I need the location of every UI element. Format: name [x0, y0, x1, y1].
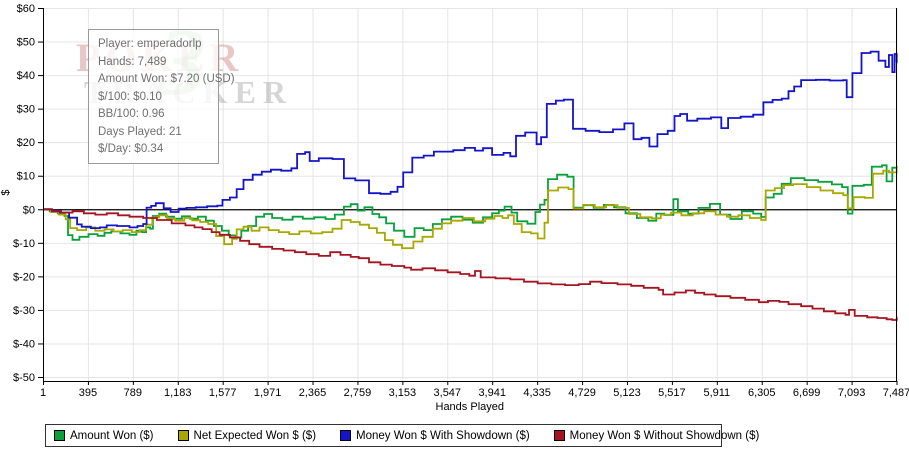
x-tick-label: 1,577 — [209, 387, 237, 399]
legend-label: Amount Won ($) — [70, 429, 154, 442]
x-tick-label: 5,517 — [658, 387, 686, 399]
series-money-won-with-showdown — [43, 50, 898, 229]
x-tick-label: 2,365 — [299, 387, 327, 399]
stat-amount-won: Amount Won: $7.20 (USD) — [98, 73, 235, 85]
won-without-showdown-swatch-icon — [553, 430, 565, 441]
x-tick-label: 1,183 — [164, 387, 192, 399]
legend-item-won-with-showdown: Money Won $ With Showdown ($) — [340, 430, 530, 442]
x-tick-label: 3,547 — [434, 387, 462, 399]
legend-item-net-expected-won: Net Expected Won $ ($) — [177, 429, 317, 442]
y-tick-label: $-40 — [13, 338, 35, 350]
stat-bb-per-100: BB/100: 0.96 — [98, 108, 165, 120]
legend-label: Net Expected Won $ ($) — [193, 429, 317, 442]
stat-dollars-per-100: $/100: $0.10 — [98, 90, 162, 103]
x-tick-label: 5,123 — [613, 387, 641, 399]
x-tick-label: 3,941 — [478, 387, 506, 399]
x-tick-label: 7,487 — [883, 387, 909, 399]
net-expected-won-swatch-icon — [177, 430, 189, 441]
y-tick-label: $40 — [17, 70, 35, 82]
y-tick-label: $50 — [17, 37, 35, 49]
x-tick-label: 4,335 — [523, 387, 551, 399]
stat-dollars-per-day: $/Day: $0.34 — [98, 143, 164, 155]
y-tick-label: $-20 — [13, 271, 35, 283]
legend-label: Money Won $ With Showdown ($) — [356, 429, 530, 442]
x-tick-label: 6,699 — [793, 387, 821, 399]
y-axis-title: $ — [0, 189, 12, 195]
chart-legend: Amount Won ($) Net Expected Won $ ($) Mo… — [45, 424, 759, 447]
x-tick-label: 395 — [79, 387, 97, 399]
series-lines — [43, 50, 898, 321]
y-tick-label: $0 — [23, 204, 35, 216]
stats-info-box: Player: emperadorlp Hands: 7,489 Amount … — [88, 29, 235, 164]
y-tick-label: $-10 — [13, 238, 35, 250]
x-tick-label: 2,759 — [344, 387, 372, 399]
y-tick-label: $-30 — [13, 305, 35, 317]
x-axis-title: Hands Played — [436, 401, 505, 413]
stat-days-played: Days Played: 21 — [98, 125, 182, 138]
amount-won-swatch-icon — [54, 430, 65, 441]
series-amount-won — [43, 164, 898, 241]
y-tick-label: $30 — [17, 104, 35, 116]
legend-label: Money Won $ Without Showdown ($) — [569, 429, 760, 442]
x-tick-labels: 1 395 789 1,183 1,577 1,971 2,365 2,759 3,153 3,5… — [40, 381, 909, 399]
won-with-showdown-swatch-icon — [340, 430, 352, 441]
x-tick-label: 7,093 — [838, 387, 866, 399]
stat-player: Player: emperadorlp — [98, 38, 202, 50]
y-tick-label: $60 — [17, 3, 35, 15]
legend-item-won-without-showdown: Money Won $ Without Showdown ($) — [553, 429, 760, 442]
stat-hands: Hands: 7,489 — [98, 55, 167, 68]
y-tick-label: $10 — [17, 171, 35, 183]
x-tick-label: 1,971 — [254, 387, 282, 399]
x-tick-label: 1 — [40, 387, 46, 399]
x-tick-label: 6,305 — [748, 387, 776, 399]
x-tick-label: 789 — [124, 387, 142, 399]
legend-item-amount-won: Amount Won ($) — [54, 430, 154, 442]
y-tick-label: $20 — [17, 137, 35, 149]
series-net-expected-won — [43, 167, 898, 250]
x-tick-label: 4,729 — [568, 387, 596, 399]
x-tick-label: 5,911 — [703, 387, 730, 399]
y-tick-labels: $60 $50 $40 $30 $20 $10 $0 $-10 $-20 $-30 $-40 $-50 — [13, 3, 43, 384]
y-tick-label: $-50 — [13, 372, 35, 384]
series-money-won-without-showdown — [43, 208, 898, 321]
x-tick-label: 3,153 — [389, 387, 417, 399]
